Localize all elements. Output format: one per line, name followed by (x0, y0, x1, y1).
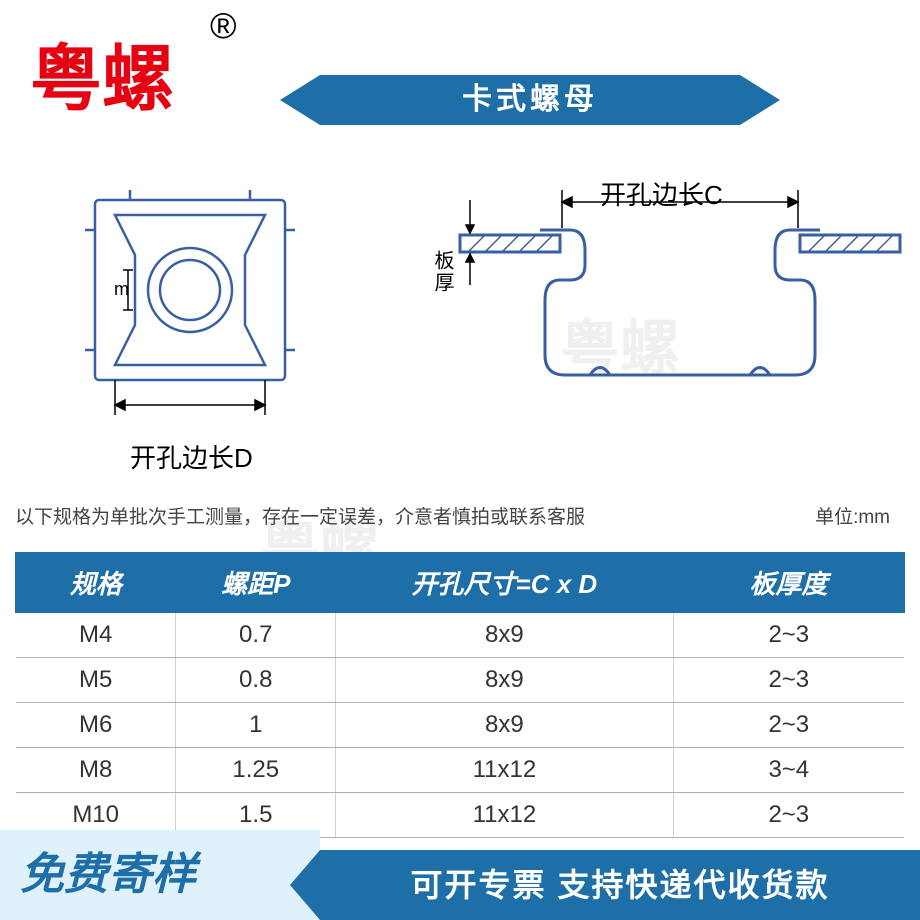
registered-mark: ® (210, 5, 237, 47)
technical-diagram: m (0, 160, 920, 460)
measurement-note: 以下规格为单批次手工测量，存在一定误差，介意者慎拍或联系客服 (15, 502, 905, 529)
dim-d-label: 开孔边长D (130, 438, 253, 475)
table-cell: 2~3 (673, 703, 904, 748)
unit-label: 单位:mm (815, 502, 890, 529)
table-cell: M6 (16, 703, 176, 748)
dim-c-label: 开孔边长C (600, 175, 723, 212)
brand-logo: 粤螺 (30, 20, 174, 125)
table-cell: 1.25 (176, 748, 336, 793)
spec-table: 规格螺距P开孔尺寸=C x D板厚度 M40.78x92~3M50.88x92~… (15, 552, 905, 838)
footer-free-sample: 免费寄样 (0, 830, 320, 920)
table-header: 板厚度 (673, 553, 904, 612)
title-banner: 卡式螺母 (320, 75, 740, 125)
table-row: M50.88x92~3 (16, 658, 904, 703)
dim-thickness-label: 板厚 (428, 250, 457, 294)
table-header: 螺距P (176, 553, 336, 612)
table-row: M81.2511x123~4 (16, 748, 904, 793)
dim-m-label: m (114, 279, 129, 299)
table-cell: M4 (16, 612, 176, 658)
footer-services: 可开专票 支持快递代收货款 (320, 850, 920, 920)
table-cell: 8x9 (336, 703, 673, 748)
table-cell: 11x12 (336, 748, 673, 793)
table-cell: 8x9 (336, 612, 673, 658)
footer: 免费寄样 可开专票 支持快递代收货款 (0, 830, 920, 920)
table-cell: 3~4 (673, 748, 904, 793)
table-header: 规格 (16, 553, 176, 612)
table-cell: 0.8 (176, 658, 336, 703)
table-cell: 0.7 (176, 612, 336, 658)
table-cell: 2~3 (673, 658, 904, 703)
table-row: M40.78x92~3 (16, 612, 904, 658)
table-row: M618x92~3 (16, 703, 904, 748)
table-cell: M8 (16, 748, 176, 793)
table-cell: 8x9 (336, 658, 673, 703)
table-cell: M5 (16, 658, 176, 703)
table-cell: 2~3 (673, 612, 904, 658)
table-cell: 1 (176, 703, 336, 748)
table-header: 开孔尺寸=C x D (336, 553, 673, 612)
